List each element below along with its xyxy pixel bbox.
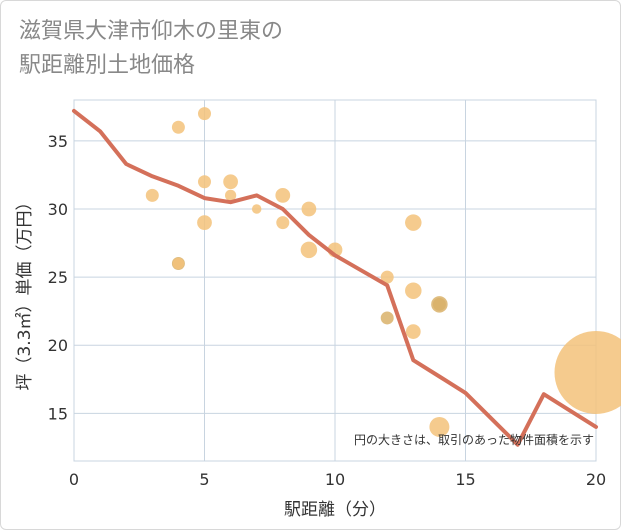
data-point bbox=[197, 215, 212, 230]
trend-line-group bbox=[72, 108, 598, 447]
data-point bbox=[380, 311, 394, 325]
data-point bbox=[198, 107, 211, 121]
size-note: 円の大きさは、取引のあった物件面積を示す bbox=[354, 432, 594, 447]
y-tick-label: 35 bbox=[48, 132, 68, 151]
y-tick-label: 15 bbox=[48, 404, 68, 423]
data-point bbox=[405, 324, 421, 339]
data-point bbox=[429, 416, 450, 437]
data-point bbox=[172, 257, 185, 270]
data-point bbox=[171, 120, 185, 134]
data-point bbox=[198, 175, 211, 189]
x-tick-label: 15 bbox=[455, 470, 475, 489]
x-axis-title: 駅距離（分） bbox=[284, 500, 386, 520]
y-axis-title: 坪（3.3㎡）単価（万円） bbox=[15, 193, 35, 390]
data-point bbox=[405, 214, 422, 231]
x-tick-label: 5 bbox=[199, 470, 209, 489]
data-point bbox=[301, 201, 317, 217]
tick-labels: 0 5 10 15 20 15 20 25 30 35 bbox=[48, 132, 607, 489]
data-points bbox=[145, 107, 621, 437]
data-point bbox=[405, 282, 422, 299]
y-tick-label: 30 bbox=[48, 200, 68, 219]
grid-lines bbox=[73, 99, 597, 462]
data-point bbox=[223, 174, 238, 190]
x-tick-label: 10 bbox=[325, 470, 345, 489]
x-tick-label: 0 bbox=[69, 470, 79, 489]
y-tick-label: 20 bbox=[48, 336, 68, 355]
data-point bbox=[300, 241, 318, 259]
y-tick-label: 25 bbox=[48, 268, 68, 287]
data-point bbox=[224, 189, 237, 201]
data-point bbox=[251, 204, 262, 214]
chart-title-line-2: 駅距離別土地価格 bbox=[19, 53, 196, 78]
trend-line bbox=[72, 108, 598, 447]
chart-title: 滋賀県大津市仰木の里東の 駅距離別土地価格 bbox=[19, 15, 283, 83]
data-point bbox=[554, 330, 621, 414]
data-point bbox=[380, 270, 394, 284]
data-point bbox=[276, 216, 290, 230]
data-point bbox=[145, 188, 159, 202]
data-point bbox=[432, 297, 446, 311]
data-point bbox=[275, 187, 291, 203]
chart-title-line-1: 滋賀県大津市仰木の里東の bbox=[19, 19, 284, 44]
x-tick-label: 20 bbox=[586, 470, 606, 489]
